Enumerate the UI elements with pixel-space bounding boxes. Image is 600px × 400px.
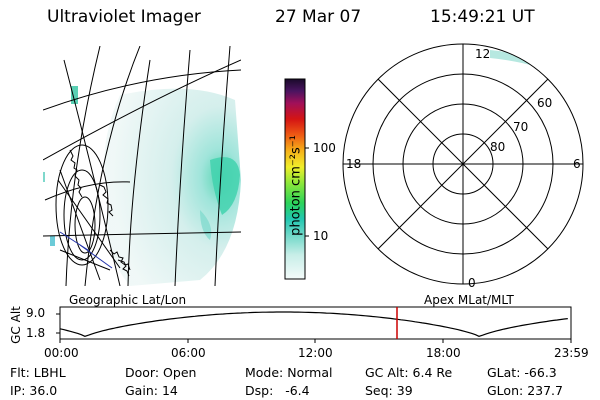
latlon-grid — [43, 46, 241, 286]
colorbar-tick-10: 10 — [313, 229, 329, 243]
status-ip: IP: 36.0 — [10, 383, 58, 398]
coastline — [69, 149, 131, 277]
timeline-xtick: 12:00 — [298, 346, 333, 360]
colorbar-tick-100: 100 — [313, 141, 336, 155]
geo-panel-label: Geographic Lat/Lon — [69, 293, 187, 307]
instrument-title: Ultraviolet Imager — [47, 7, 201, 27]
status-gc-alt: GC Alt: 6.4 Re — [365, 365, 453, 380]
aurora-speckle — [71, 86, 78, 104]
timeline-xtick: 06:00 — [171, 346, 206, 360]
status-door: Door: Open — [125, 365, 197, 380]
altitude-curve — [59, 311, 568, 337]
timeline-xtick: 00:00 — [44, 346, 79, 360]
timeline-ytick-max: 9.0 — [26, 306, 46, 320]
status-glat: GLat: -66.3 — [487, 365, 557, 380]
date-label: 27 Mar 07 — [275, 7, 362, 27]
mlt-label-6: 6 — [573, 157, 581, 171]
mlt-label-18: 18 — [346, 157, 362, 171]
timeline-ytick-min: 1.8 — [26, 326, 46, 340]
colorbar-unit-label: photon cm⁻²s⁻¹ — [288, 135, 304, 236]
timeline-xtick: 18:00 — [426, 346, 461, 360]
mlat-label-60: 60 — [537, 96, 553, 110]
geographic-map — [43, 46, 241, 286]
color-bar — [284, 78, 309, 280]
status-seq: Seq: 39 — [365, 383, 413, 398]
status-gain: Gain: 14 — [125, 383, 178, 398]
mlat-label-80: 80 — [490, 140, 506, 154]
status-flt: Flt: LBHL — [10, 365, 66, 380]
status-mode: Mode: Normal — [245, 365, 333, 380]
status-glon: GLon: 237.7 — [487, 383, 563, 398]
timeline-xtick: 23:59 — [554, 346, 589, 360]
polar-plot — [342, 43, 584, 285]
status-dsp: Dsp: -6.4 — [245, 383, 310, 398]
polar-panel-label: Apex MLat/MLT — [424, 293, 514, 307]
mlt-label-0: 0 — [468, 276, 476, 290]
mlat-label-70: 70 — [513, 120, 529, 134]
altitude-timeline — [56, 306, 572, 343]
timeline-ylabel: GC Alt — [9, 306, 23, 344]
mlt-label-12: 12 — [475, 47, 491, 61]
time-label: 15:49:21 UT — [430, 7, 535, 27]
